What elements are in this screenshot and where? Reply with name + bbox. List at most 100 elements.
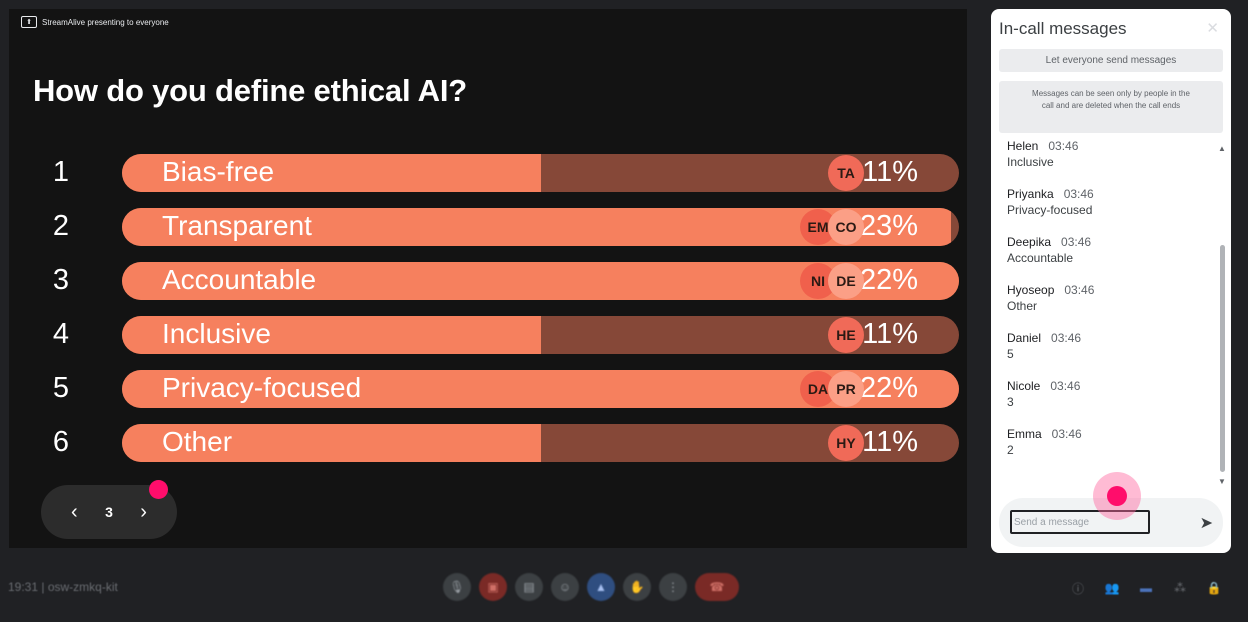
option-bar: Inclusive HE 11% <box>122 316 959 354</box>
call-controls: 🎙 ▣ ▤ ☺ ▲ ✋ ⋮ ☎ <box>443 573 739 601</box>
scroll-down-arrow-icon[interactable]: ▼ <box>1218 477 1226 486</box>
message-text: 3 <box>1007 395 1014 409</box>
option-label: Transparent <box>162 210 312 241</box>
allow-messages-toggle[interactable]: Let everyone send messages <box>999 49 1223 72</box>
option-bar-fill <box>122 316 541 354</box>
close-icon[interactable]: ✕ <box>1206 20 1219 37</box>
chat-message: Priyanka 03:46 Privacy-focused <box>1007 187 1207 235</box>
voter-avatars: DE NI <box>800 263 864 299</box>
present-button[interactable]: ▲ <box>587 573 615 601</box>
present-icon: ▲ <box>595 580 607 594</box>
emoji-button[interactable]: ☺ <box>551 573 579 601</box>
poll-option-row: 5 Privacy-focused PR DA 22% <box>9 370 967 408</box>
option-percentage: 11% <box>862 318 918 350</box>
message-input[interactable] <box>1010 510 1150 534</box>
leave-call-button[interactable]: ☎ <box>695 573 739 601</box>
message-list[interactable]: Helen 03:46 Inclusive Priyanka 03:46 Priva… <box>1007 139 1207 475</box>
option-bar: Bias-free TA 11% <box>122 154 959 192</box>
message-text: 5 <box>1007 347 1014 361</box>
option-bar: Transparent CO EM 23% <box>122 208 959 246</box>
chat-button[interactable]: ▬ <box>1136 578 1156 598</box>
present-arrow-icon: ⬆ <box>21 16 37 28</box>
chat-message: Deepika 03:46 Accountable <box>1007 235 1207 283</box>
option-bar-fill <box>122 424 541 462</box>
voter-avatars: HE <box>828 317 864 353</box>
option-number: 2 <box>52 210 70 242</box>
message-text: Inclusive <box>1007 155 1054 169</box>
call-controls-bar: 19:31 | osw-zmkq-kit 🎙 ▣ ▤ ☺ ▲ ✋ ⋮ ☎ ⓘ 👥 ▬ ⁂ 🔒 <box>0 556 1248 622</box>
voter-avatar: TA <box>828 155 864 191</box>
camera-off-icon: ▣ <box>487 580 499 594</box>
info-button[interactable]: ⓘ <box>1068 578 1088 598</box>
camera-button[interactable]: ▣ <box>479 573 507 601</box>
chat-title: In-call messages <box>999 19 1127 38</box>
voter-avatar: PR <box>828 371 864 407</box>
option-number: 6 <box>52 426 70 458</box>
chevron-right-icon[interactable]: › <box>140 500 147 523</box>
option-percentage: 11% <box>862 426 918 458</box>
host-controls-button[interactable]: 🔒 <box>1204 578 1224 598</box>
voter-avatar: DE <box>828 263 864 299</box>
people-button[interactable]: 👥 <box>1102 578 1122 598</box>
option-bar: Privacy-focused PR DA 22% <box>122 370 959 408</box>
option-percentage: 22% <box>859 264 918 296</box>
message-time: 03:46 <box>1050 379 1081 393</box>
scrollbar-thumb[interactable] <box>1220 245 1225 472</box>
message-text: Other <box>1007 299 1038 313</box>
activities-button[interactable]: ⁂ <box>1170 578 1190 598</box>
message-text: Privacy-focused <box>1007 203 1093 217</box>
voter-avatar: CO <box>828 209 864 245</box>
scroll-up-arrow-icon[interactable]: ▲ <box>1218 144 1226 153</box>
message-sender: Daniel <box>1007 331 1042 345</box>
message-text: 2 <box>1007 443 1014 457</box>
chat-notice: Messages can be seen only by people in t… <box>999 81 1223 133</box>
voter-avatars: PR DA <box>800 371 864 407</box>
raise-hand-button[interactable]: ✋ <box>623 573 651 601</box>
voter-avatars: TA <box>828 155 864 191</box>
click-indicator <box>1107 486 1127 506</box>
voter-avatars: HY <box>828 425 864 461</box>
poll-option-row: 3 Accountable DE NI 22% <box>9 262 967 300</box>
more-vert-icon: ⋮ <box>667 580 679 594</box>
presentation-stage: ⬆ StreamAlive presenting to everyone How… <box>9 9 967 548</box>
option-label: Accountable <box>162 264 317 295</box>
option-number: 5 <box>52 372 70 404</box>
voter-avatars: CO EM <box>800 209 864 245</box>
presenting-label: StreamAlive presenting to everyone <box>42 17 169 27</box>
send-icon[interactable]: ➤ <box>1199 515 1213 532</box>
option-number: 4 <box>52 318 70 350</box>
voter-avatar: HY <box>828 425 864 461</box>
chevron-left-icon[interactable]: ‹ <box>71 500 78 523</box>
option-label: Other <box>162 426 233 457</box>
people-icon: 👥 <box>1104 581 1120 595</box>
side-controls: ⓘ 👥 ▬ ⁂ 🔒 <box>1068 578 1224 598</box>
end-call-icon: ☎ <box>709 580 725 594</box>
message-text: Accountable <box>1007 251 1074 265</box>
message-sender: Hyoseop <box>1007 283 1055 297</box>
chat-message: Hyoseop 03:46 Other <box>1007 283 1207 331</box>
hand-icon: ✋ <box>629 580 645 594</box>
option-percentage: 23% <box>859 210 918 242</box>
message-sender: Nicole <box>1007 379 1041 393</box>
option-bar: Other HY 11% <box>122 424 959 462</box>
mic-button[interactable]: 🎙 <box>443 573 471 601</box>
message-sender: Helen <box>1007 139 1039 153</box>
chat-message: Nicole 03:46 3 <box>1007 379 1207 427</box>
option-label: Privacy-focused <box>162 372 362 403</box>
message-time: 03:46 <box>1051 427 1082 441</box>
presenting-banner: ⬆ StreamAlive presenting to everyone <box>21 16 169 28</box>
captions-button[interactable]: ▤ <box>515 573 543 601</box>
option-number: 1 <box>52 156 70 188</box>
message-sender: Priyanka <box>1007 187 1054 201</box>
option-percentage: 22% <box>859 372 918 404</box>
activities-icon: ⁂ <box>1174 581 1186 595</box>
poll-option-row: 2 Transparent CO EM 23% <box>9 208 967 246</box>
option-label: Bias-free <box>162 156 275 187</box>
option-number: 3 <box>52 264 70 296</box>
slide-number: 3 <box>105 504 113 520</box>
more-options-button[interactable]: ⋮ <box>659 573 687 601</box>
option-bar: Accountable DE NI 22% <box>122 262 959 300</box>
message-time: 03:46 <box>1064 283 1095 297</box>
poll-question: How do you define ethical AI? <box>33 73 467 108</box>
poll-option-row: 6 Other HY 11% <box>9 424 967 462</box>
